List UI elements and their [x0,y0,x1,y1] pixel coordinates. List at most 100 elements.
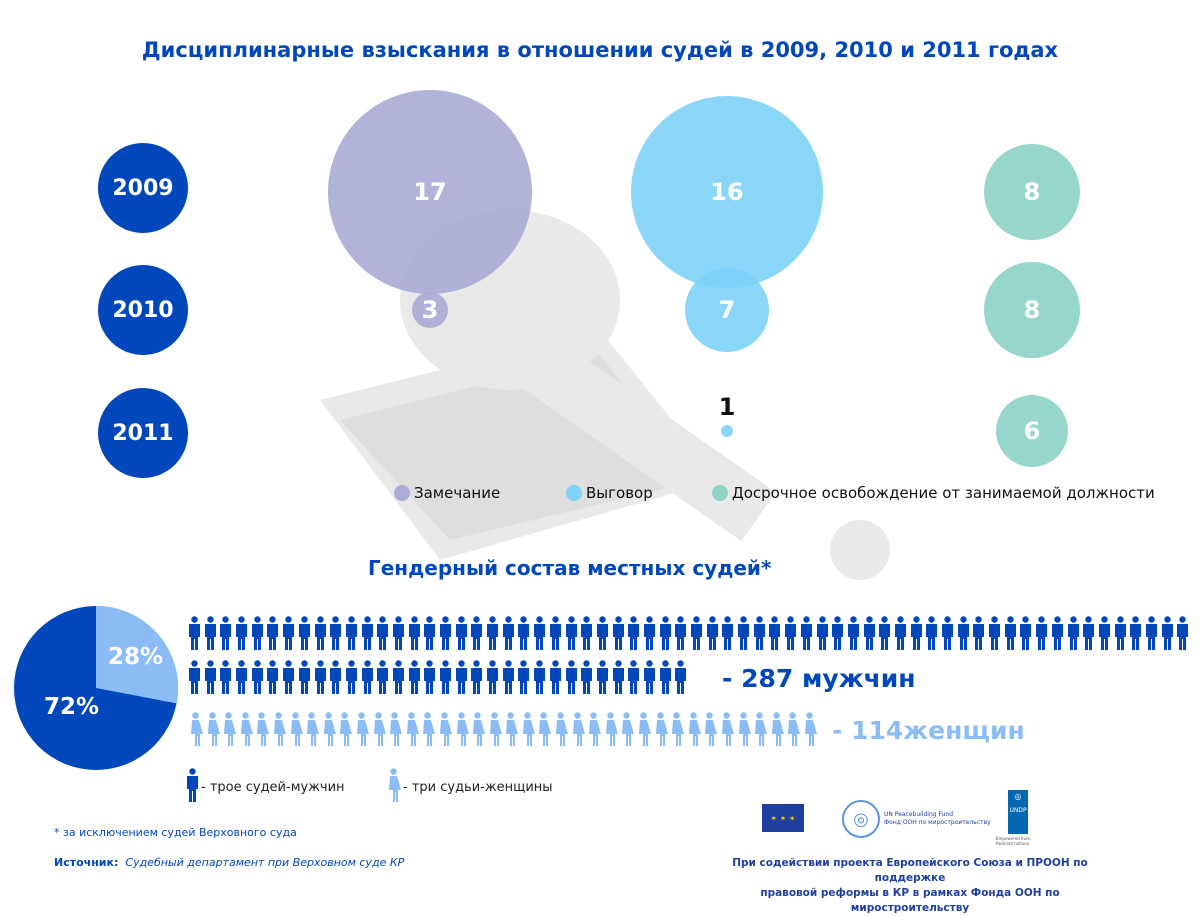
un-peacebuilding-logo: ◎ UN Peacebuilding Fund Фонд ООН по мирос… [842,800,991,838]
woman-icon [636,712,652,750]
man-icon [314,660,327,698]
man-icon [957,616,970,654]
man-icon [423,616,436,654]
woman-icon [354,712,369,750]
woman-icon [802,712,817,750]
woman-icon [337,712,353,750]
man-icon [690,616,703,654]
woman-icon [752,712,768,750]
man-icon [517,660,530,698]
woman-icon [686,712,701,750]
man-icon [188,660,201,698]
man-icon [1129,616,1142,654]
woman-icon [536,712,552,750]
man-icon [941,616,954,654]
man-icon [408,616,421,654]
man-icon [1035,616,1048,654]
man-icon [188,616,201,654]
woman-icon [321,712,336,750]
legend-women-label: - три судьи-женщины [403,779,553,795]
woman-icon [288,712,303,750]
man-icon [486,616,499,654]
man-icon [659,660,672,698]
woman-icon [221,712,237,750]
legend-vygovor: Выговор [566,484,653,502]
man-icon [392,616,405,654]
man-icon [753,616,766,654]
man-icon [847,616,860,654]
man-icon [1004,616,1017,654]
man-icon [533,660,546,698]
bubble [412,292,448,328]
legend-dot [394,485,410,501]
man-icon [235,616,248,654]
man-icon [925,616,938,654]
bubble-label: 1 [718,393,736,421]
man-icon [204,660,217,698]
pie-slice-women [96,606,179,704]
bubble [328,90,532,294]
man-icon [910,616,923,654]
man-icon [643,616,656,654]
bubble [984,144,1080,240]
man-icon [659,616,672,654]
man-icon [1176,616,1189,654]
man-icon [627,616,640,654]
man-icon [863,616,876,654]
man-icon [643,660,656,698]
woman-icon [386,768,401,806]
man-icon [768,616,781,654]
undp-tagline: Empowered lives. Resilient nations. [996,836,1032,846]
woman-icon [503,712,519,750]
women-icons-row [188,712,819,750]
women-count: - 114женщин [832,716,1025,745]
bubble [685,268,769,352]
eu-flag-logo: ✶ ✶ ✶ [762,804,804,832]
pie-label-women: 28% [108,644,163,670]
man-icon [1082,616,1095,654]
man-icon [345,616,358,654]
man-icon [408,660,421,698]
man-icon [1051,616,1064,654]
man-icon [266,660,279,698]
man-icon [674,616,687,654]
woman-icon [470,712,486,750]
man-icon [423,660,436,698]
legend-label: Замечание [414,484,501,502]
man-icon [737,616,750,654]
man-icon [361,660,374,698]
man-icon [439,660,452,698]
legend-label: Досрочное освобождение от занимаемой дол… [732,484,1155,502]
bubble-label: 17 [413,178,447,206]
un-fund-text: UN Peacebuilding Fund [884,811,954,818]
man-icon [800,616,813,654]
man-icon [894,616,907,654]
bubble-label: 8 [1023,296,1041,324]
man-icon [470,660,483,698]
support-text-1: При содействии проекта Европейского Союз… [732,857,1088,884]
man-icon [502,660,515,698]
woman-icon [603,712,618,750]
men-icons-row-2 [188,660,690,698]
man-icon [486,660,499,698]
woman-icon [304,712,320,750]
woman-icon [553,712,569,750]
bubble-label: 3 [421,296,439,324]
man-icon [816,616,829,654]
man-icon [721,616,734,654]
undp-logo: ◎ UNDP [1008,790,1028,834]
man-icon [376,660,389,698]
year-2009: 2009 [98,143,188,233]
man-icon [266,616,279,654]
woman-icon [619,712,635,750]
man-icon [596,660,609,698]
man-icon [329,616,342,654]
bubble [721,425,733,437]
bubble-label: 6 [1023,417,1041,445]
support-text-2: правовой реформы в КР в рамках Фонда ООН… [760,887,1060,914]
legend-zamechanie: Замечание [394,484,500,502]
man-icon [392,660,405,698]
legend-men: - трое судей-мужчин [186,768,345,806]
man-icon [298,616,311,654]
source-text: Судебный департамент при Верховном суде … [125,856,405,869]
